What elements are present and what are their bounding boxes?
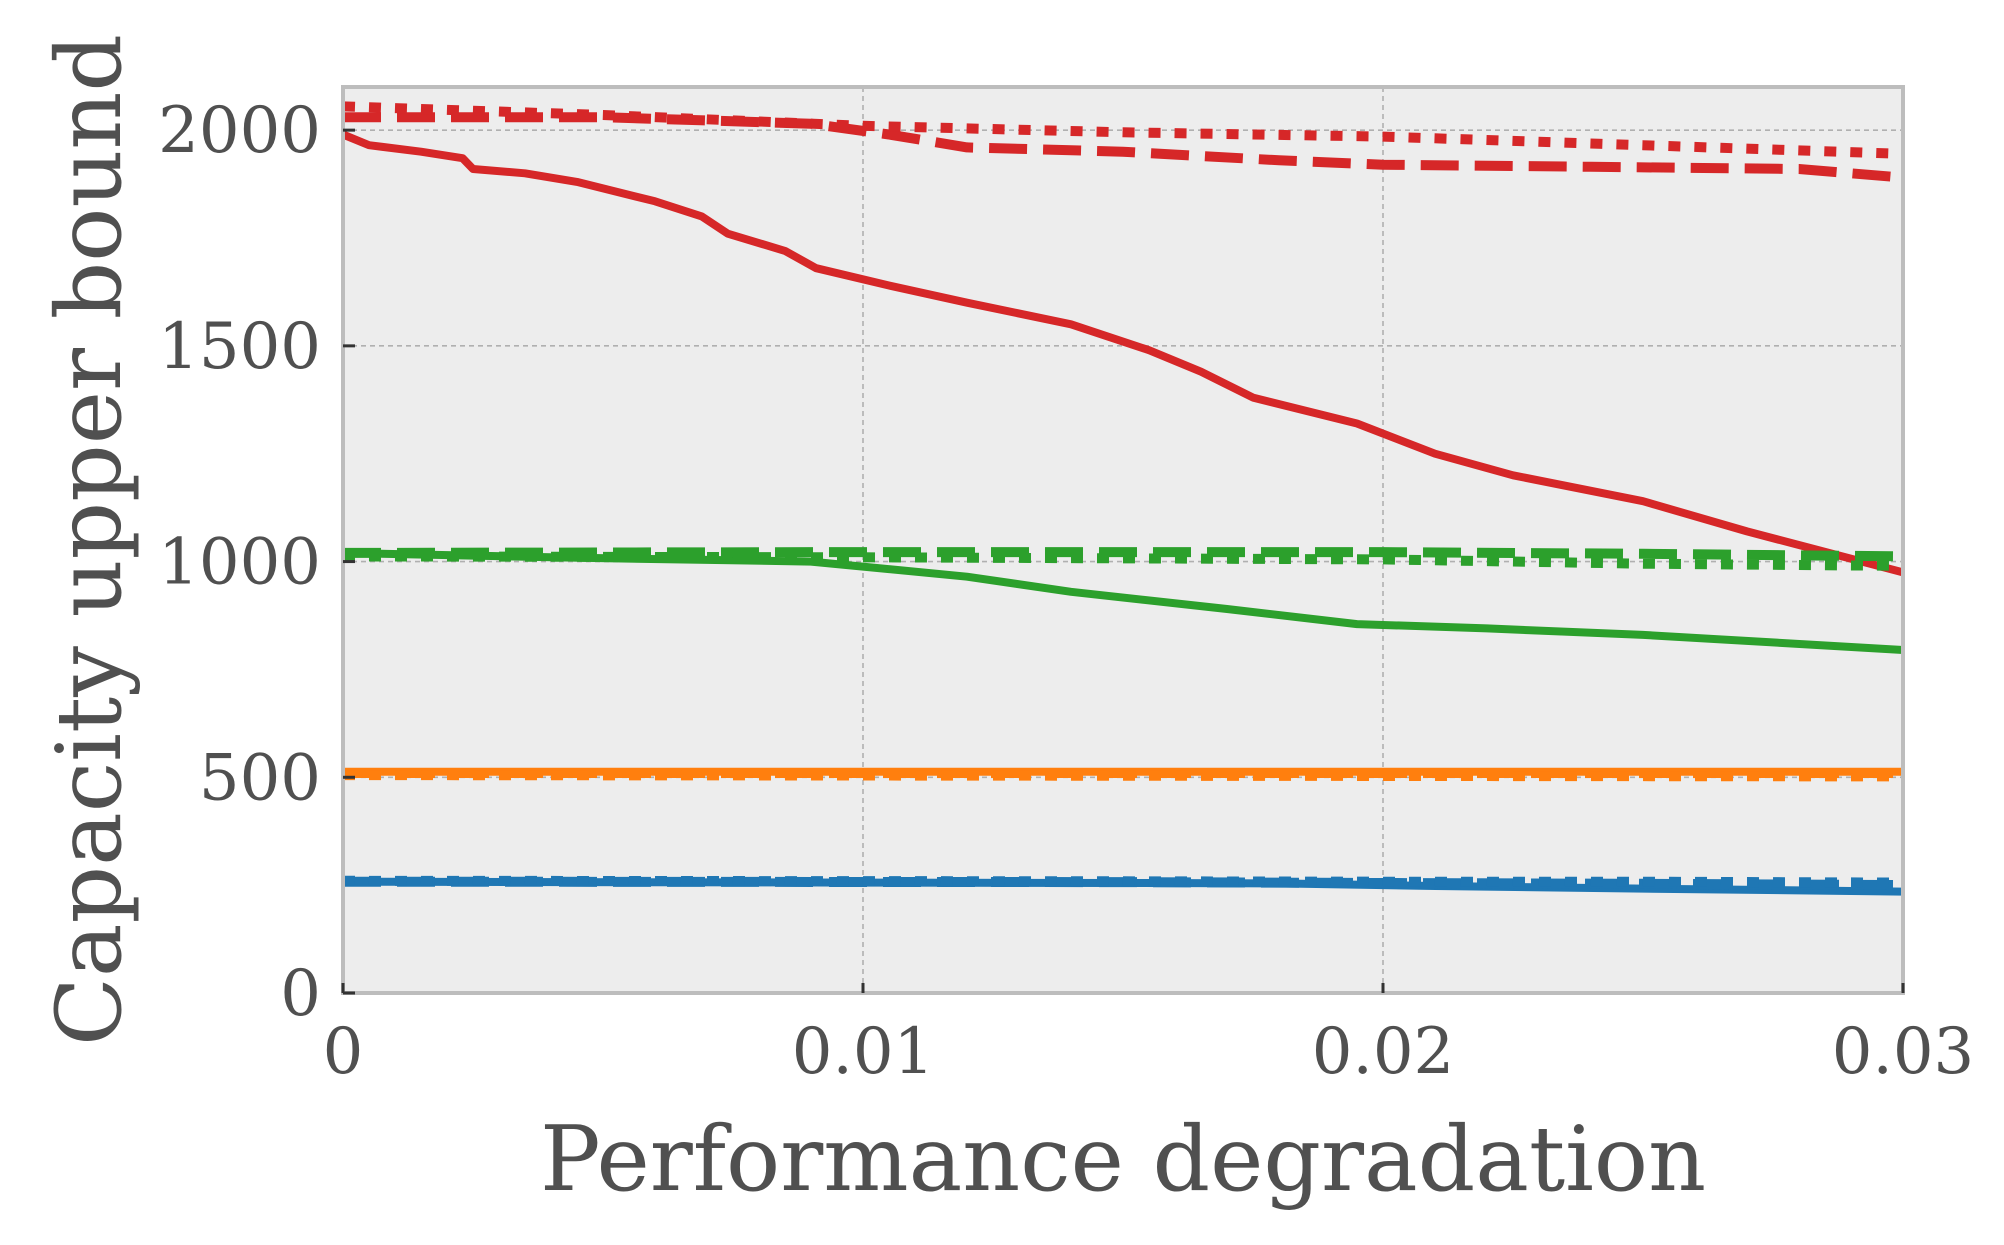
- series-line-green-dashed: [342, 547, 1904, 562]
- series-layer: [341, 101, 1905, 896]
- y-axis-title: Capacity upper bound: [37, 34, 142, 1046]
- x-tick-label: 0.03: [1832, 1015, 1975, 1089]
- series-line-green-dotted: [342, 551, 1904, 571]
- y-tick-label: 500: [199, 741, 321, 815]
- tick-labels: 0 0.01 0.02 0.03 0 500 1000 1500 2000: [158, 94, 1974, 1089]
- series-line-orange-dotted: [342, 770, 1904, 782]
- series-line-blue-dotted: [342, 875, 1904, 888]
- plot-frame: [341, 85, 1905, 995]
- y-tick-label: 1500: [158, 310, 321, 384]
- x-axis-title: Performance degradation: [540, 1107, 1706, 1212]
- series-line-red-solid: [341, 130, 1905, 577]
- y-tick-label: 0: [280, 957, 321, 1031]
- x-tick-label: 0.02: [1312, 1015, 1455, 1089]
- x-tick-label: 0: [323, 1015, 364, 1089]
- x-tick-label: 0.01: [792, 1015, 935, 1089]
- plot-background: [343, 87, 1903, 993]
- y-tick-label: 1000: [158, 526, 321, 600]
- series-line-red-dotted: [342, 101, 1904, 159]
- y-tick-label: 2000: [158, 94, 321, 168]
- axis-ticks: [341, 128, 1905, 995]
